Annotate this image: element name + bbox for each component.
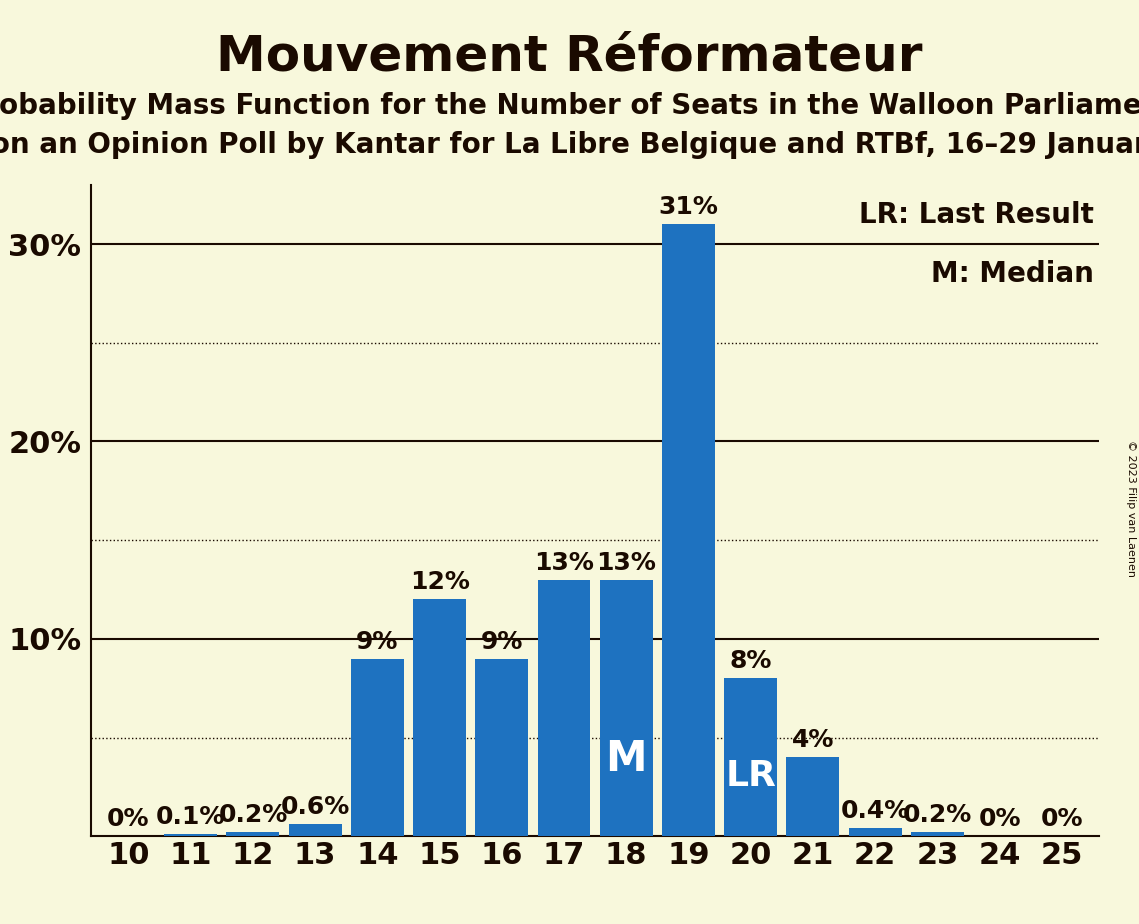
Text: Mouvement Réformateur: Mouvement Réformateur <box>216 32 923 80</box>
Bar <box>849 828 902 836</box>
Text: Based on an Opinion Poll by Kantar for La Libre Belgique and RTBf, 16–29 January: Based on an Opinion Poll by Kantar for L… <box>0 131 1139 159</box>
Text: 13%: 13% <box>534 551 593 575</box>
Text: 13%: 13% <box>597 551 656 575</box>
Text: 4%: 4% <box>792 728 834 752</box>
Bar <box>227 833 279 836</box>
Bar <box>662 225 715 836</box>
Text: 0.6%: 0.6% <box>280 796 350 820</box>
Bar <box>600 579 653 836</box>
Text: 9%: 9% <box>357 629 399 653</box>
Text: LR: LR <box>726 760 776 793</box>
Text: 0.4%: 0.4% <box>841 799 910 823</box>
Text: © 2023 Filip van Laenen: © 2023 Filip van Laenen <box>1126 440 1136 577</box>
Text: 0.1%: 0.1% <box>156 806 226 830</box>
Bar <box>164 834 218 836</box>
Text: 0%: 0% <box>978 808 1021 832</box>
Bar <box>538 579 590 836</box>
Text: 0%: 0% <box>1041 808 1083 832</box>
Bar <box>786 758 839 836</box>
Bar <box>911 833 964 836</box>
Bar <box>288 824 342 836</box>
Text: LR: Last Result: LR: Last Result <box>859 201 1095 229</box>
Text: M: M <box>606 738 647 780</box>
Text: 9%: 9% <box>481 629 523 653</box>
Text: 0.2%: 0.2% <box>219 803 287 827</box>
Text: 0%: 0% <box>107 808 149 832</box>
Text: Probability Mass Function for the Number of Seats in the Walloon Parliament: Probability Mass Function for the Number… <box>0 92 1139 120</box>
Bar <box>413 600 466 836</box>
Bar <box>351 659 404 836</box>
Text: 31%: 31% <box>658 195 719 219</box>
Bar <box>724 678 777 836</box>
Text: 0.2%: 0.2% <box>903 803 972 827</box>
Bar <box>475 659 528 836</box>
Text: 12%: 12% <box>410 570 469 594</box>
Text: 8%: 8% <box>729 650 772 674</box>
Text: M: Median: M: Median <box>932 260 1095 287</box>
